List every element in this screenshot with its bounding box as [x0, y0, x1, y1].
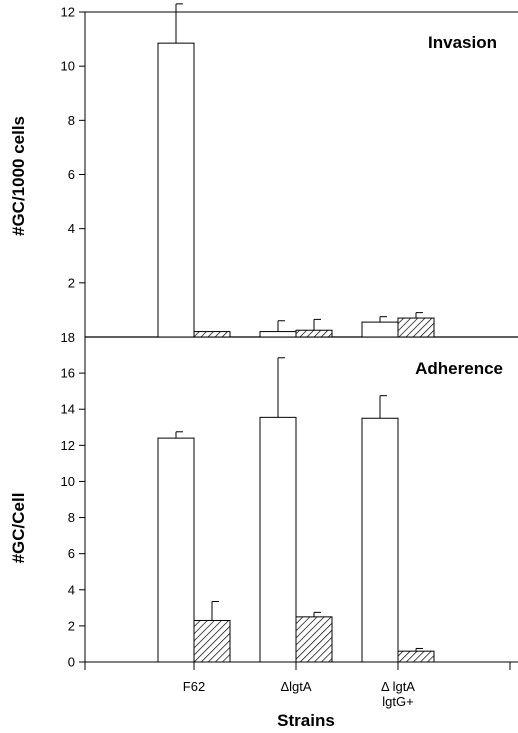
invasion-bar-hatched [295, 329, 333, 338]
invasion-y-tick-label: 4 [68, 221, 75, 236]
adherence-bar-hatched [295, 616, 333, 663]
adherence-y-tick-label: 2 [68, 618, 75, 633]
invasion-y-tick-label: 10 [61, 59, 75, 74]
adherence-y-tick-label: 0 [68, 655, 75, 670]
adherence-y-tick-label: 6 [68, 546, 75, 561]
invasion-bar-hatched [397, 317, 435, 338]
invasion-panel-title: Invasion [428, 33, 497, 52]
invasion-bar-open [157, 42, 195, 338]
category-label: F62 [183, 679, 205, 694]
adherence-bar-open [361, 417, 399, 663]
adherence-y-tick-label: 12 [61, 438, 75, 453]
adherence-panel-title: Adherence [415, 359, 503, 378]
adherence-bar-hatched [397, 650, 435, 663]
invasion-y-tick-label: 2 [68, 275, 75, 290]
adherence-bar-open [259, 416, 297, 663]
adherence-y-tick-label: 16 [61, 366, 75, 381]
invasion-y-tick-label: 12 [61, 5, 75, 20]
adherence-y-tick-label: 4 [68, 582, 75, 597]
adherence-top-tick-label: 18 [61, 330, 75, 345]
category-label: ΔlgtA [280, 679, 311, 694]
invasion-y-tick-label: 8 [68, 113, 75, 128]
invasion-bar-open [361, 321, 399, 338]
invasion-y-tick-label: 6 [68, 167, 75, 182]
invasion-y-axis-label: #GC/1000 cells [9, 116, 28, 236]
category-label: Δ lgtA lgtG+ [381, 679, 415, 709]
adherence-bar-open [157, 437, 195, 663]
adherence-y-tick-label: 10 [61, 474, 75, 489]
adherence-y-tick-label: 14 [61, 402, 75, 417]
adherence-bar-hatched [193, 619, 231, 663]
invasion-bar-open [259, 331, 297, 338]
adherence-y-axis-label: #GC/Cell [9, 493, 28, 564]
invasion-bar-hatched [193, 331, 231, 338]
adherence-y-tick-label: 8 [68, 510, 75, 525]
x-axis-label: Strains [277, 711, 335, 730]
